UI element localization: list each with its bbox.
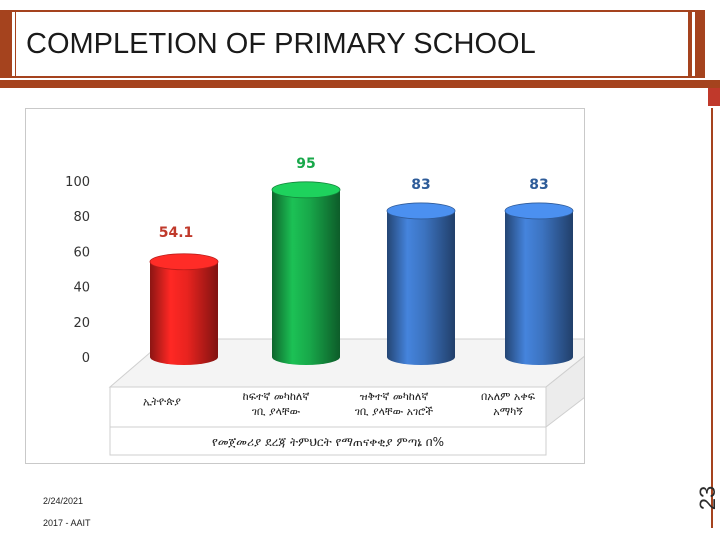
bar-chart: 0 20 40 60 80 100 54.1 95 83 83 ኢትዮጵያ ከፍተኛ መካከለኛ ገቢ … [65,156,584,456]
top-margin [0,0,720,8]
bar-3 [504,202,574,365]
y-tick-label: 0 [82,351,90,366]
bar-0 [149,253,219,365]
footer-org: 2017 - AAIT [43,518,91,528]
title-underline-strip [0,80,720,88]
y-tick-label: 100 [65,175,90,190]
category-label: ኢትዮጵያ [143,395,181,408]
data-label: 95 [296,156,315,172]
slide-title: COMPLETION OF PRIMARY SCHOOL [16,12,688,76]
bar-body [272,189,340,365]
bar-top [504,202,574,220]
data-label: 83 [529,177,548,193]
y-tick-label: 80 [73,210,90,225]
slide-number: 23 [695,485,720,511]
category-label: ዝቅተኛ መካከለኛ ገቢ ያላቸው አገሮች [355,390,434,418]
x-axis-title: የመጀመሪያ ደረጃ ትምህርት የማጠናቀቂያ ምጣኔ በ% [212,435,444,449]
title-rule-left [12,12,15,76]
bar-top [386,202,456,220]
bar-body [505,210,573,365]
right-edge-rule [711,108,713,528]
bar-2 [386,202,456,365]
chart-frame: 0 20 40 60 80 100 54.1 95 83 83 ኢትዮጵያ ከፍተኛ መካከለኛ ገቢ … [25,108,585,464]
bar-1 [271,181,341,365]
y-tick-label: 20 [73,316,90,331]
category-panel [109,386,547,428]
category-label: በአለም አቀፍ አማካኝ [481,390,536,418]
data-label: 54.1 [159,225,194,241]
category-panel-side [545,355,584,429]
category-label: ከፍተኛ መካከለኛ ገቢ ያላቸው [243,390,310,418]
y-tick-label: 60 [73,245,90,260]
title-rule-right [692,12,695,76]
accent-block [708,88,720,106]
data-label: 83 [411,177,430,193]
bar-top [149,253,219,271]
bar-body [150,261,218,365]
title-band: COMPLETION OF PRIMARY SCHOOL [0,10,705,78]
bar-top [271,181,341,199]
xaxis-title-panel [109,426,547,456]
footer-date: 2/24/2021 [43,496,84,506]
bar-body [387,210,455,365]
y-tick-label: 40 [73,281,90,296]
